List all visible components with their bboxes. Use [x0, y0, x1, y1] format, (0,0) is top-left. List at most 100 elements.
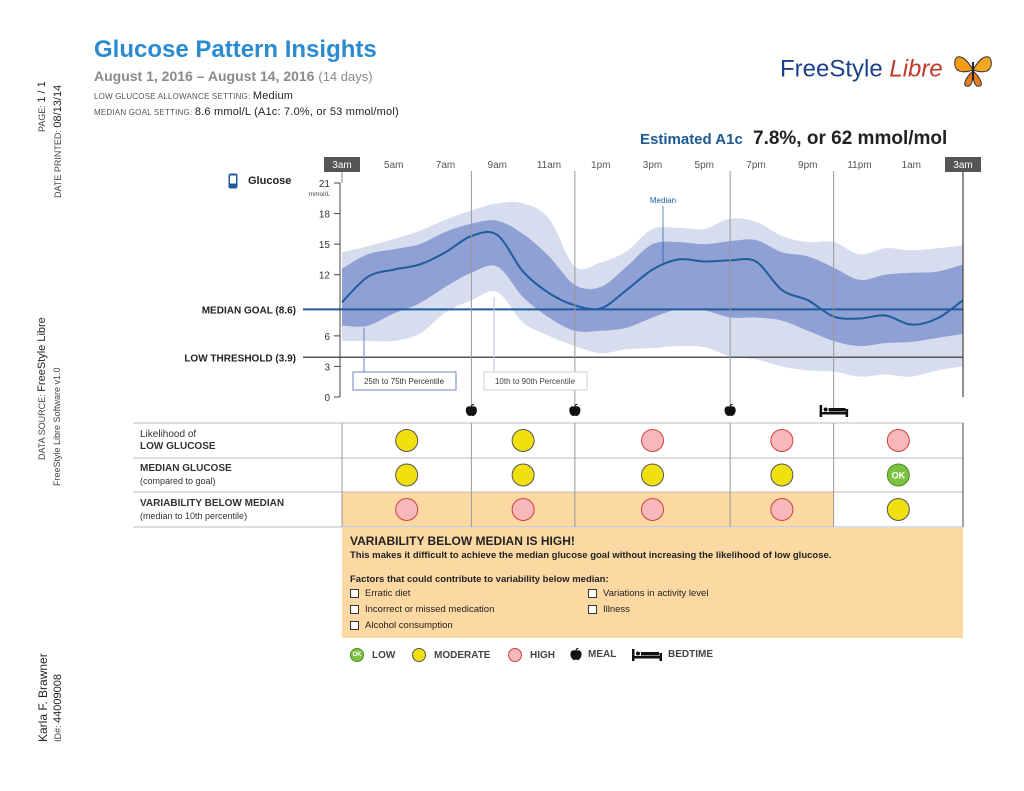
glucose-title: Glucose	[248, 175, 292, 187]
warning-title: VARIABILITY BELOW MEDIAN IS HIGH!	[350, 534, 575, 548]
meal-icon	[569, 403, 581, 416]
row-label-small: Likelihood of	[140, 429, 197, 440]
freestyle-libre-logo: FreeStyle Libre	[780, 50, 995, 90]
sensor-reader-icon	[228, 173, 238, 189]
factor-label: Incorrect or missed medication	[365, 604, 495, 615]
row-label-sub: (median to 10th percentile)	[140, 511, 248, 521]
factor-alcohol[interactable]: Alcohol consumption	[350, 620, 453, 631]
time-label: 7am	[436, 160, 455, 171]
low-threshold-label: LOW THRESHOLD (3.9)	[184, 353, 296, 364]
legend-low: OK LOW	[350, 648, 395, 662]
variability-warning: VARIABILITY BELOW MEDIAN IS HIGH! This m…	[342, 528, 963, 638]
date-range-text: August 1, 2016 – August 14, 2016	[94, 68, 315, 84]
time-label: 3am	[953, 160, 972, 171]
ok-text: OK	[892, 471, 906, 481]
factor-medication[interactable]: Incorrect or missed medication	[350, 604, 494, 615]
median-line	[341, 230, 964, 326]
time-label-box	[945, 157, 981, 172]
factor-activity[interactable]: Variations in activity level	[588, 588, 708, 599]
logo-sub: Libre	[889, 55, 943, 83]
row-label-variability: VARIABILITY BELOW MEDIAN (median to 10th…	[140, 498, 284, 522]
time-label: 1am	[902, 160, 921, 171]
apple-stem	[729, 403, 733, 408]
a1c-value: 7.8%, or 62 mmol/mol	[753, 128, 948, 149]
y-tick-label: 12	[319, 271, 331, 282]
status-dot-high	[770, 498, 794, 521]
day-count: (14 days)	[318, 69, 373, 84]
checkbox[interactable]	[350, 589, 359, 598]
status-dot-moderate	[511, 463, 535, 487]
time-label: 9am	[488, 160, 507, 171]
warning-description: This makes it difficult to achieve the m…	[350, 550, 832, 561]
checkbox[interactable]	[350, 605, 359, 614]
status-dot-moderate	[395, 429, 419, 452]
median-setting-label: MEDIAN GOAL SETTING:	[94, 108, 193, 117]
status-dot-moderate	[395, 463, 419, 487]
y-tick-label: 15	[319, 240, 331, 251]
checkbox[interactable]	[350, 621, 359, 630]
bedtime-icon	[819, 405, 849, 417]
status-dot-moderate	[886, 498, 910, 521]
bed-head	[819, 405, 823, 417]
a1c-label: Estimated A1c	[640, 131, 743, 148]
row-label-low-glucose: Likelihood of LOW GLUCOSE	[140, 429, 216, 453]
p10-90-label: 10th to 90th Percentile	[495, 377, 576, 386]
date-range: August 1, 2016 – August 14, 2016 (14 day…	[94, 68, 373, 84]
y-tick-label: 21	[319, 179, 331, 190]
time-label: 3pm	[643, 160, 662, 171]
status-dot-high	[641, 429, 664, 452]
status-dot-moderate	[641, 463, 664, 487]
status-dot-high	[770, 429, 794, 452]
legend-high: HIGH	[508, 648, 555, 662]
row-label-main: MEDIAN GLUCOSE	[140, 463, 232, 474]
p10-90-callout-box	[483, 371, 588, 391]
time-label: 5am	[384, 160, 403, 171]
time-label: 11pm	[847, 160, 871, 171]
row-label-sub: (compared to goal)	[140, 476, 216, 486]
legend-meal: MEAL	[570, 648, 616, 661]
time-label: 7pm	[746, 160, 765, 171]
moderate-icon	[412, 648, 426, 662]
factors-header: Factors that could contribute to variabi…	[350, 574, 609, 585]
status-dot-moderate	[770, 463, 794, 487]
status-dot-low	[886, 463, 910, 487]
meal-icon	[465, 403, 477, 416]
factor-label: Illness	[603, 604, 630, 615]
legend-moderate: MODERATE	[412, 648, 490, 662]
time-label: 5pm	[695, 160, 714, 171]
apple-stem	[470, 403, 474, 408]
time-label-box	[324, 157, 360, 172]
factor-label: Alcohol consumption	[365, 620, 453, 631]
p25-75-label: 25th to 75th Percentile	[364, 377, 445, 386]
status-dot-high	[641, 498, 664, 521]
checkbox[interactable]	[588, 605, 597, 614]
status-dot-moderate	[511, 429, 535, 452]
bed-base	[819, 412, 848, 415]
bed-pillow	[823, 407, 828, 412]
median-annotation: Median	[650, 196, 676, 205]
low-setting-label: LOW GLUCOSE ALLOWANCE SETTING:	[94, 92, 251, 101]
factor-illness[interactable]: Illness	[588, 604, 630, 615]
low-icon: OK	[350, 648, 364, 662]
glucose-heading: Glucose	[228, 173, 291, 189]
checkbox[interactable]	[588, 589, 597, 598]
factor-erratic-diet[interactable]: Erratic diet	[350, 588, 410, 599]
median-goal-label: MEDIAN GOAL (8.6)	[202, 305, 296, 316]
y-unit-label: mmol/L	[309, 191, 331, 198]
legend-bedtime: BEDTIME	[632, 648, 713, 661]
median-goal-setting: MEDIAN GOAL SETTING: 8.6 mmol/L (A1c: 7.…	[94, 106, 399, 118]
bed-blanket	[828, 408, 846, 412]
bed-icon	[632, 649, 662, 661]
p25-75-callout-box	[352, 371, 457, 391]
estimated-a1c: Estimated A1c 7.8%, or 62 mmol/mol	[640, 128, 947, 150]
time-label: 9pm	[798, 160, 817, 171]
low-setting-value: Medium	[252, 90, 294, 102]
legend-meal-label: MEAL	[588, 649, 617, 660]
row-label-main: VARIABILITY BELOW MEDIAN	[140, 498, 285, 509]
factor-label: Variations in activity level	[603, 588, 709, 599]
logo-main: FreeStyle	[780, 55, 883, 83]
band-25-75	[342, 220, 963, 347]
status-dot-high	[395, 498, 419, 521]
factor-label: Erratic diet	[365, 588, 411, 599]
